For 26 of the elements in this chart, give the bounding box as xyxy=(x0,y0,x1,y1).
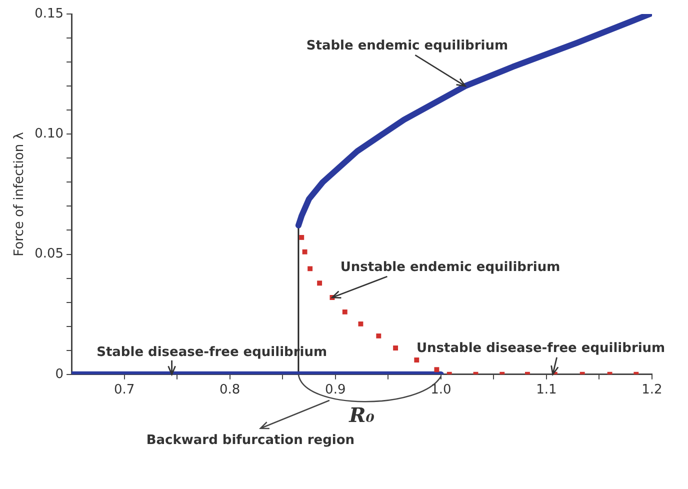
x-tick-label: 1.0 xyxy=(430,382,452,398)
x-tick-label: 0.8 xyxy=(220,382,240,398)
annotation: Unstable endemic equilibrium xyxy=(340,260,560,275)
x-axis-title: R₀ xyxy=(348,403,375,428)
point xyxy=(299,234,304,240)
x-tick-label: 0.7 xyxy=(114,382,135,398)
annotation: Stable endemic equilibrium xyxy=(306,38,508,54)
point xyxy=(358,321,364,326)
point xyxy=(434,367,440,372)
y-tick-label: 0.10 xyxy=(34,126,64,142)
point xyxy=(393,345,398,350)
x-tick-label: 0.9 xyxy=(325,382,346,398)
y-tick-label: 0.15 xyxy=(34,6,64,22)
point xyxy=(376,333,382,338)
text: Backward bifurcation region xyxy=(146,432,355,448)
x-tick-label: 1.2 xyxy=(642,382,662,398)
x-tick-label: 1.1 xyxy=(536,382,557,398)
point xyxy=(342,309,348,314)
annotation: Unstable disease-free equilibrium xyxy=(416,340,666,356)
point xyxy=(308,266,313,272)
y-axis-title: Force of infection λ xyxy=(12,132,28,256)
point xyxy=(414,358,420,362)
y-tick-label: 0.05 xyxy=(34,246,64,262)
y-tick-label: 0 xyxy=(55,366,64,382)
point xyxy=(302,249,308,254)
point xyxy=(317,280,322,286)
